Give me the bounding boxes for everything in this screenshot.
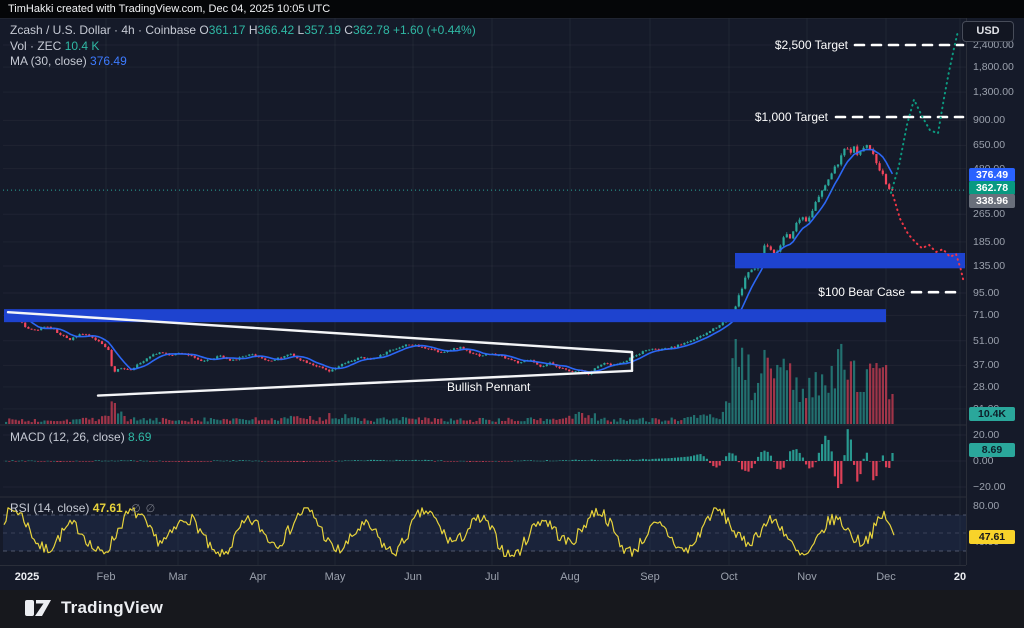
high-label: H (248, 23, 258, 37)
time-tick-label: Nov (797, 571, 817, 583)
tradingview-logo[interactable]: TradingView (25, 598, 163, 618)
time-axis[interactable]: 2025 Feb Mar Apr May Jun Jul Aug Sep Oct Nov Dec 20 (0, 565, 966, 591)
ma-value: 376.49 (90, 54, 127, 68)
time-tick-label: Jul (484, 571, 500, 583)
macd-tick-label: 20.00 (973, 429, 1000, 441)
rsi-legend: RSI (14, close) 47.61 ∅ ∅ (10, 501, 155, 515)
attribution-bar: TimHakki created with TradingView.com, D… (0, 0, 1024, 18)
price-axis[interactable]: 2,400.001,800.001,300.00900.00650.00480.… (966, 18, 1024, 565)
price-tick-label: 1,300.00 (973, 86, 1014, 99)
tradingview-logo-icon (25, 600, 51, 616)
price-tick-label: 135.00 (973, 260, 1006, 273)
volume-row: Vol · ZEC 10.4 K (10, 39, 476, 54)
axis-value-badge: 338.96 (969, 194, 1015, 208)
time-tick-label: Mar (168, 571, 188, 583)
high-value: 366.42 (257, 23, 295, 37)
chart-legend: Zcash / U.S. Dollar · 4h · Coinbase O361… (10, 23, 476, 70)
target-1000-label[interactable]: $1,000 Target (754, 110, 828, 124)
volume-value: 10.4 K (64, 38, 100, 53)
rsi-value: 47.61 (92, 501, 123, 515)
rsi-hide-icon[interactable]: ∅ (131, 503, 141, 515)
time-tick-label: 20 (953, 571, 967, 583)
footer-bar: TradingView (0, 590, 1024, 628)
macd-tick-label: 0.00 (973, 455, 994, 467)
close-value: 362.78 (352, 23, 390, 37)
axis-value-badge: 376.49 (969, 168, 1015, 182)
price-tick-label: 265.00 (973, 208, 1006, 221)
low-value: 357.19 (304, 23, 341, 37)
price-tick-label: 900.00 (973, 114, 1006, 127)
close-label: C (344, 23, 353, 37)
time-tick-label: Feb (96, 571, 116, 583)
time-tick-label: Sep (640, 571, 660, 583)
ma-row: MA (30, close) 376.49 (10, 54, 476, 69)
price-tick-label: 1,800.00 (973, 61, 1014, 74)
tradingview-logo-text: TradingView (61, 598, 164, 617)
rsi-settings-icon[interactable]: ∅ (145, 503, 156, 515)
price-tick-label: 95.00 (973, 287, 1000, 299)
symbol-title: Zcash / U.S. Dollar · 4h · Coinbase (10, 23, 197, 37)
price-tick-label: 28.00 (973, 380, 1000, 393)
rsi-tick-label: 80.00 (973, 500, 1000, 512)
axis-value-badge: 10.4K (969, 407, 1015, 421)
low-label: L (297, 23, 305, 37)
price-tick-label: 185.00 (973, 235, 1006, 248)
ma-label: MA (30, close) (10, 54, 87, 68)
time-tick-label: Apr (249, 571, 267, 583)
target-2500-label[interactable]: $2,500 Target (774, 38, 848, 52)
time-tick-label: May (324, 571, 346, 583)
time-tick-label: 2025 (14, 571, 40, 583)
price-tick-label: 650.00 (973, 139, 1006, 152)
change-value: +1.60 (+0.44%) (392, 23, 476, 37)
macd-legend: MACD (12, 26, close) 8.69 (10, 430, 151, 444)
price-tick-label: 37.00 (973, 359, 1000, 372)
price-tick-label: 51.00 (973, 334, 1000, 347)
symbol-ohlc-row: Zcash / U.S. Dollar · 4h · Coinbase O361… (10, 23, 476, 38)
time-tick-label: Aug (560, 571, 580, 583)
axis-value-badge: 8.69 (969, 443, 1015, 457)
price-tick-label: 71.00 (973, 309, 1000, 322)
macd-tick-label: −20.00 (973, 481, 1006, 493)
axis-value-badge: 47.61 (969, 530, 1015, 544)
pennant-label[interactable]: Bullish Pennant (447, 380, 531, 394)
time-tick-label: Oct (720, 571, 738, 583)
bear-case-label[interactable]: $100 Bear Case (818, 285, 905, 299)
macd-label: MACD (12, 26, close) (10, 430, 125, 444)
open-value: 361.17 (208, 23, 246, 37)
time-tick-label: Dec (876, 571, 896, 583)
price-tick-label: 2,400.00 (973, 39, 1014, 51)
volume-label: Vol · ZEC (10, 38, 62, 53)
currency-toggle-button[interactable]: USD (962, 21, 1014, 42)
macd-value: 8.69 (128, 430, 152, 444)
axis-value-badge: 362.78 (969, 181, 1015, 195)
time-tick-label: Jun (404, 571, 422, 583)
rsi-label: RSI (14, close) (10, 501, 90, 515)
open-label: O (199, 23, 209, 37)
